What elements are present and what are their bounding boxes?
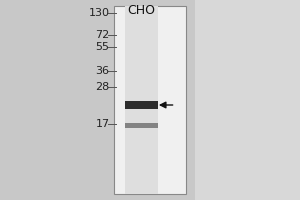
Bar	[124, 15, 158, 25]
Bar	[124, 53, 158, 62]
Bar	[124, 185, 158, 194]
Bar	[124, 138, 158, 147]
Text: 55: 55	[95, 42, 110, 52]
Bar	[124, 128, 158, 138]
Text: 130: 130	[88, 8, 110, 18]
Bar	[124, 122, 158, 128]
Bar	[124, 81, 158, 91]
Text: 36: 36	[95, 66, 110, 76]
Bar	[124, 6, 158, 15]
Bar	[124, 166, 158, 175]
Bar	[124, 101, 158, 109]
Bar	[124, 100, 158, 109]
Bar	[124, 156, 158, 166]
Bar	[124, 62, 158, 72]
Bar	[124, 25, 158, 34]
Bar	[124, 109, 158, 119]
Text: 17: 17	[95, 119, 110, 129]
Bar	[124, 119, 158, 128]
Bar	[124, 91, 158, 100]
Bar	[114, 6, 186, 194]
Bar	[124, 175, 158, 185]
Text: 72: 72	[95, 30, 110, 40]
Bar	[124, 72, 158, 81]
Bar	[124, 6, 158, 194]
Text: CHO: CHO	[127, 4, 155, 17]
Text: 28: 28	[95, 82, 110, 92]
Bar	[124, 34, 158, 44]
Bar	[195, 0, 300, 200]
Bar	[124, 44, 158, 53]
Bar	[124, 147, 158, 156]
